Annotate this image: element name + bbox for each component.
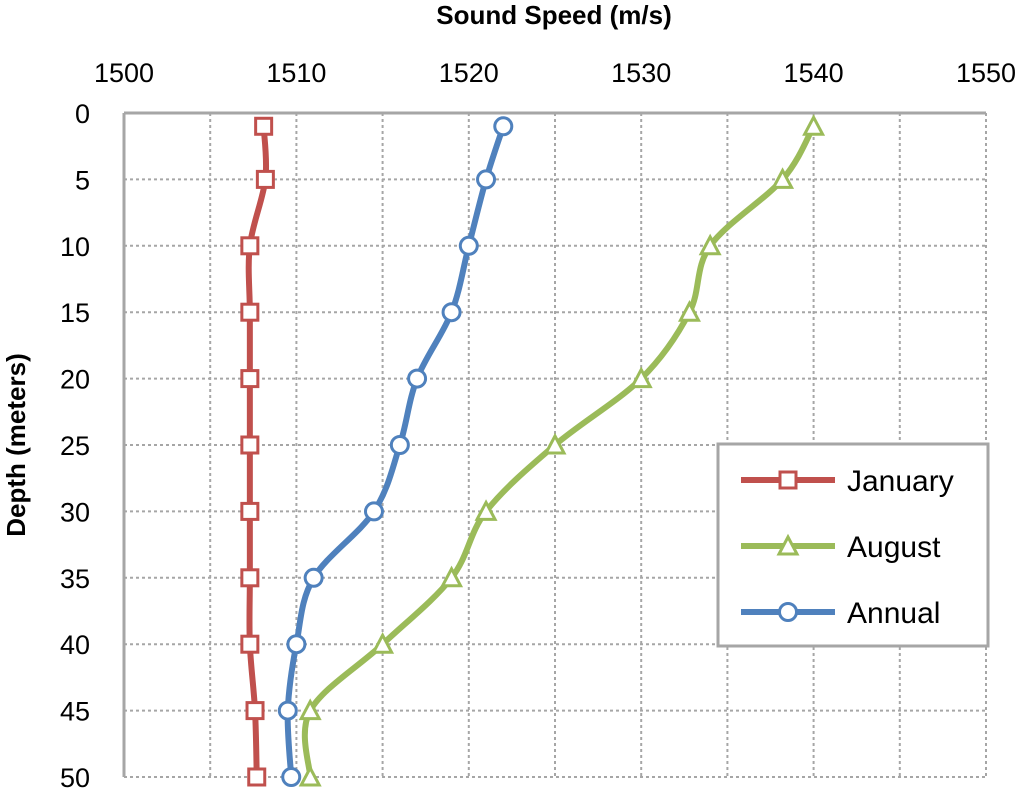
data-point-january: [255, 169, 275, 189]
data-point-august: [474, 499, 498, 521]
data-point-annual: [441, 302, 462, 323]
legend-marker-triangle: [776, 533, 800, 556]
x-tick-label: 1550: [956, 58, 1016, 88]
data-point-annual: [281, 767, 302, 787]
data-point-january: [240, 302, 260, 322]
data-point-august: [440, 565, 464, 588]
data-point-january: [254, 116, 274, 136]
legend-label: Annual: [847, 597, 940, 630]
data-point-annual: [286, 634, 307, 655]
data-point-january: [240, 435, 260, 455]
legend-item-august: August: [741, 531, 941, 564]
x-tick-label: 1520: [439, 58, 499, 88]
legend-marker-circle: [778, 602, 798, 622]
x-tick-label: 1510: [266, 58, 326, 88]
data-point-january: [240, 568, 260, 588]
legend-item-january: January: [741, 465, 954, 498]
data-point-january: [247, 767, 267, 787]
data-point-january: [240, 501, 260, 521]
tick-labels: 1500 1510 1520 1530 1540 15500510152025303540…: [60, 58, 1016, 791]
legend-item-annual: Annual: [741, 597, 940, 630]
x-axis-title: Sound Speed (m/s): [436, 0, 671, 30]
y-tick-label: 45: [60, 697, 90, 727]
y-axis-title: Depth (meters): [1, 353, 31, 536]
data-point-annual: [277, 700, 298, 721]
data-point-annual: [476, 169, 497, 190]
data-point-august: [677, 299, 701, 322]
axes: [122, 111, 986, 777]
y-tick-label: 15: [60, 298, 90, 328]
legend-label: August: [847, 531, 941, 564]
data-point-august: [298, 698, 322, 721]
data-point-january: [240, 369, 260, 389]
data-point-january: [240, 236, 260, 256]
data-point-annual: [458, 235, 479, 256]
data-series: [240, 114, 826, 787]
data-point-january: [245, 701, 265, 721]
data-point-january: [240, 634, 260, 654]
y-tick-label: 30: [60, 497, 90, 527]
x-tick-label: 1540: [784, 58, 844, 88]
series-annual: [277, 116, 514, 787]
legend-label: January: [847, 465, 954, 498]
data-point-august: [629, 366, 653, 389]
y-tick-label: 25: [60, 431, 90, 461]
data-point-august: [698, 233, 722, 256]
data-point-annual: [407, 368, 428, 389]
data-point-august: [371, 631, 395, 654]
y-tick-label: 10: [60, 232, 90, 262]
data-point-annual: [493, 116, 514, 137]
series-january: [240, 116, 275, 787]
series-august: [298, 114, 826, 787]
y-tick-label: 40: [60, 630, 90, 660]
data-point-august: [771, 167, 795, 189]
x-tick-label: 1500: [94, 58, 154, 88]
y-tick-label: 35: [60, 564, 90, 594]
y-tick-label: 20: [60, 365, 90, 395]
y-tick-label: 0: [75, 99, 90, 129]
legend-marker-square: [778, 470, 798, 490]
data-point-august: [802, 114, 826, 136]
data-point-annual: [363, 501, 384, 522]
data-point-annual: [303, 567, 324, 588]
y-tick-label: 50: [60, 763, 90, 791]
data-point-august: [298, 764, 322, 787]
data-point-august: [543, 432, 567, 455]
legend: January August Annual: [716, 442, 990, 648]
data-point-annual: [389, 435, 410, 455]
y-tick-label: 5: [75, 165, 90, 195]
x-tick-label: 1530: [611, 58, 671, 88]
